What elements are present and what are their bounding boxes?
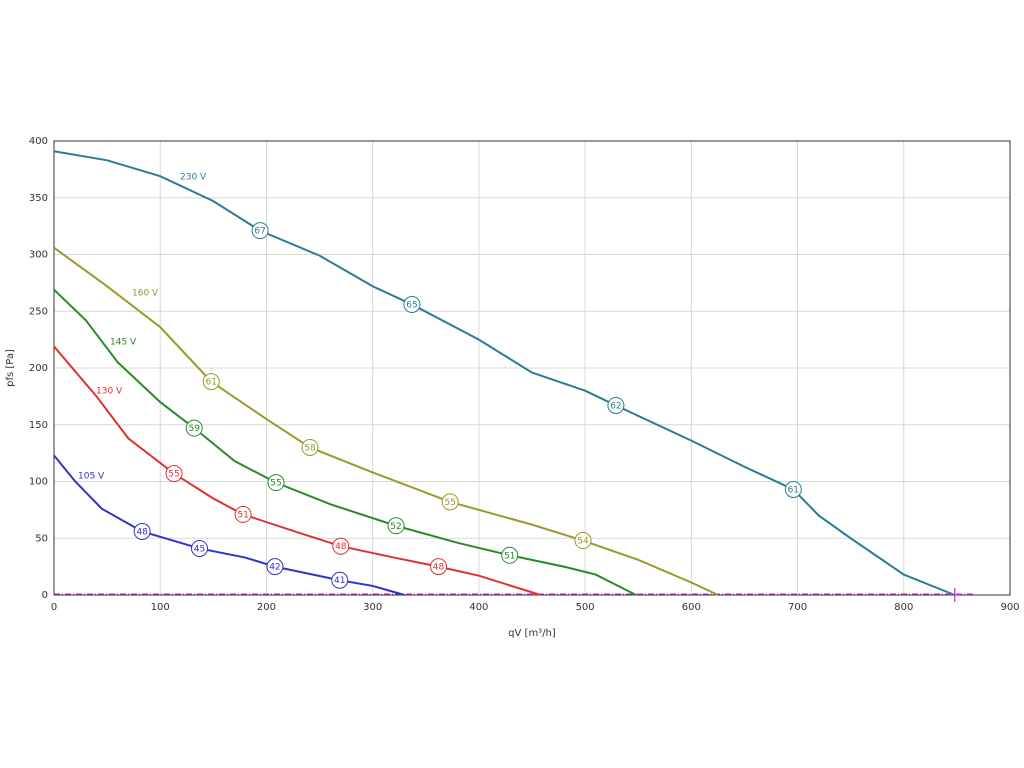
y-tick-label: 150 — [29, 420, 48, 431]
curve — [53, 345, 541, 596]
noise-marker — [301, 438, 319, 456]
x-tick-label: 0 — [51, 602, 57, 613]
noise-marker — [430, 558, 448, 576]
noise-label: 55 — [168, 470, 179, 480]
noise-marker — [501, 546, 519, 564]
plot-frame — [53, 140, 1011, 596]
noise-marker — [251, 222, 269, 240]
y-tick-label: 400 — [29, 136, 48, 147]
y-tick-label: 0 — [42, 590, 48, 601]
noise-marker — [403, 295, 421, 313]
noise-label: 41 — [334, 576, 345, 586]
x-tick-label: 800 — [894, 602, 913, 613]
y-tick-label: 100 — [29, 477, 48, 488]
noise-label: 55 — [270, 479, 281, 489]
curve-label: 130 V — [96, 387, 123, 397]
curve — [53, 150, 956, 596]
noise-label: 54 — [577, 537, 589, 547]
noise-label: 62 — [610, 401, 621, 411]
noise-marker — [574, 532, 592, 550]
noise-marker — [267, 474, 285, 492]
curve — [53, 454, 405, 596]
y-axis-label: pfs [Pa] — [5, 349, 16, 387]
curve-label: 160 V — [132, 289, 159, 299]
noise-label: 58 — [304, 443, 316, 453]
x-tick-label: 300 — [363, 602, 382, 613]
curve-label: 230 V — [180, 173, 207, 183]
noise-marker — [331, 571, 349, 589]
noise-label: 61 — [788, 485, 799, 495]
noise-label: 48 — [136, 527, 148, 537]
noise-marker — [607, 396, 625, 414]
noise-marker — [784, 480, 802, 498]
noise-label: 45 — [194, 544, 205, 554]
noise-marker — [441, 493, 459, 511]
noise-marker — [234, 505, 252, 523]
noise-marker — [332, 537, 350, 555]
y-tick-label: 250 — [29, 306, 48, 317]
noise-label: 51 — [237, 510, 248, 520]
noise-label: 52 — [390, 522, 401, 532]
noise-marker — [185, 419, 203, 437]
x-tick-label: 900 — [1000, 602, 1019, 613]
noise-label: 61 — [205, 378, 216, 388]
noise-marker — [133, 522, 151, 540]
curve — [53, 246, 719, 596]
x-tick-label: 500 — [576, 602, 595, 613]
curve-label: 145 V — [110, 338, 137, 348]
x-tick-label: 700 — [788, 602, 807, 613]
noise-label: 51 — [504, 551, 515, 561]
noise-label: 65 — [406, 300, 417, 310]
noise-label: 48 — [433, 563, 445, 573]
curve-label: 105 V — [78, 472, 105, 482]
x-axis-label: qV [m³/h] — [508, 628, 556, 639]
curve — [53, 288, 637, 596]
noise-label: 55 — [444, 498, 455, 508]
x-tick-label: 100 — [151, 602, 170, 613]
y-tick-label: 200 — [29, 363, 48, 374]
x-tick-label: 400 — [469, 602, 488, 613]
x-tick-label: 600 — [682, 602, 701, 613]
y-tick-label: 50 — [35, 533, 48, 544]
noise-marker — [266, 558, 284, 576]
noise-label: 59 — [188, 424, 200, 434]
noise-marker — [387, 517, 405, 535]
x-tick-label: 200 — [257, 602, 276, 613]
noise-marker — [165, 465, 183, 483]
noise-label: 67 — [254, 227, 265, 237]
noise-label: 48 — [335, 542, 347, 552]
noise-label: 42 — [269, 563, 280, 573]
y-tick-label: 350 — [29, 193, 48, 204]
y-tick-label: 300 — [29, 250, 48, 261]
noise-marker — [202, 373, 220, 391]
noise-marker — [191, 539, 209, 557]
